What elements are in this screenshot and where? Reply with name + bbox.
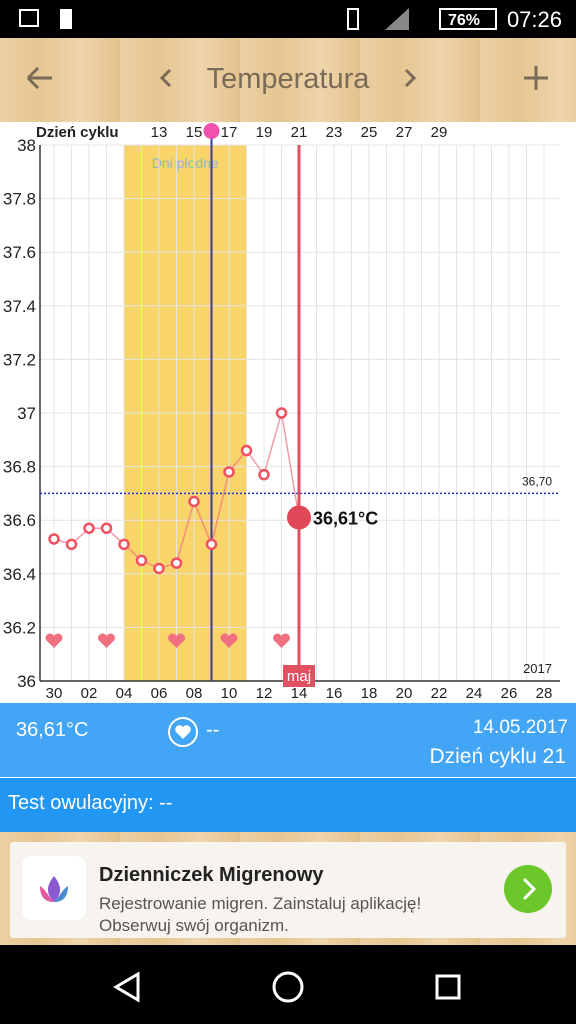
x-tick-label: 12 — [256, 685, 273, 702]
y-tick-label: 37.4 — [3, 297, 36, 316]
cycle-label: 13 — [151, 124, 168, 141]
cycle-label: 29 — [431, 124, 448, 141]
x-tick-label: 08 — [186, 685, 203, 702]
clock: 07:26 — [507, 7, 562, 32]
nav-buttons — [113, 971, 461, 1003]
year-label: 2017 — [523, 661, 552, 676]
info-date: 14.05.2017 — [472, 717, 568, 738]
nav-back[interactable] — [113, 971, 140, 1003]
current-value-label: 36,61°C — [313, 509, 378, 529]
nav-bar — [0, 945, 576, 1024]
x-tick-label: 10 — [221, 685, 238, 702]
x-tick-label: 06 — [151, 685, 168, 702]
heart — [168, 633, 185, 648]
y-tick-label: 37.8 — [3, 190, 36, 209]
ad-line2: Obserwuj swój organizm. — [99, 916, 289, 935]
ad-icon — [22, 856, 86, 920]
cycle-label: 25 — [361, 124, 378, 141]
temperature-point — [205, 538, 218, 551]
temperature-point — [275, 407, 288, 419]
cycle-label: 23 — [326, 124, 343, 141]
y-tick-label: 37.2 — [3, 350, 36, 369]
test-panel: Test owulacyjny: -- — [0, 778, 576, 832]
info-panel: 36,61°C -- 14.05.2017 Dzień cyklu 21 — [0, 703, 576, 777]
back-button[interactable] — [26, 66, 52, 90]
temperature-point — [83, 522, 95, 534]
x-tick-label: 14 — [291, 685, 308, 702]
ad-card[interactable]: Dzienniczek Migrenowy Rejestrowanie migr… — [10, 842, 566, 938]
next-button[interactable] — [404, 68, 417, 88]
x-tick-label: 02 — [81, 685, 98, 702]
status-bar: 76% 07:26 — [0, 0, 576, 38]
temperature-point — [153, 562, 165, 575]
prev-button[interactable] — [159, 68, 172, 88]
x-tick-label: 04 — [116, 685, 133, 702]
ovulation-dot — [203, 123, 220, 139]
y-tick-label: 38 — [17, 136, 36, 155]
ad-install-button[interactable] — [504, 865, 552, 913]
month-label: maj — [287, 668, 311, 685]
x-tick-label: 18 — [361, 685, 378, 702]
y-tick-label: 36.8 — [3, 458, 36, 477]
nav-recent[interactable] — [435, 974, 461, 1000]
info-cycle-day: Dzień cyklu 21 — [429, 745, 566, 768]
info-intercourse: -- — [206, 719, 220, 741]
cycle-label: 17 — [221, 124, 238, 141]
y-tick-label: 36.6 — [3, 511, 36, 530]
info-temperature: 36,61°C — [16, 719, 89, 741]
x-tick-label: 16 — [326, 685, 343, 702]
y-tick-label: 36.4 — [3, 565, 36, 584]
add-button[interactable] — [524, 66, 548, 90]
cycle-label: 27 — [396, 124, 413, 141]
heart — [273, 633, 290, 648]
temperature-point — [188, 495, 200, 508]
y-tick-label: 37 — [17, 404, 36, 423]
y-tick-label: 37.6 — [3, 243, 36, 262]
temperature-point — [48, 533, 60, 545]
cycle-label: 21 — [291, 124, 308, 141]
toolbar-icons: Temperatura — [26, 63, 548, 95]
ad-area: Dzienniczek Migrenowy Rejestrowanie migr… — [0, 832, 576, 945]
month-tag — [283, 665, 315, 687]
fertile-label: Dni płodne — [152, 155, 219, 171]
battery-level: 76% — [448, 12, 480, 29]
x-tick-label: 22 — [431, 685, 448, 702]
cycle-label: 19 — [256, 124, 273, 141]
test-text: Test owulacyjny: -- — [8, 792, 173, 814]
x-tick-label: 20 — [396, 685, 413, 702]
heart — [220, 633, 238, 648]
y-tick-label: 36.2 — [3, 618, 36, 637]
temperature-point — [100, 522, 113, 534]
toolbar-title: Temperatura — [207, 63, 371, 95]
ad-title: Dzienniczek Migrenowy — [99, 864, 324, 886]
x-tick-label: 24 — [466, 685, 483, 702]
ad-line1: Rejestrowanie migren. Zainstaluj aplikac… — [99, 894, 422, 913]
cycle-title: Dzień cyklu — [36, 124, 119, 141]
cycle-label: 15 — [186, 124, 203, 141]
y-tick-label: 36 — [17, 672, 36, 691]
temperature-point — [240, 444, 253, 457]
heart-icon[interactable] — [166, 715, 200, 749]
x-tick-label: 28 — [536, 685, 553, 702]
heart — [45, 633, 63, 648]
toolbar: Temperatura — [0, 38, 576, 122]
status-icons: 76% 07:26 — [19, 7, 562, 32]
temperature-point — [258, 468, 270, 481]
temperature-point — [170, 557, 183, 569]
temperature-point — [223, 466, 235, 478]
temperature-point — [118, 538, 130, 551]
temperature-point — [65, 538, 78, 551]
chart: Dni płodne 30 02 04 06 13 08 15 10 17 12 19 14 21 16 23… — [3, 123, 560, 702]
x-tick-label: 26 — [501, 685, 518, 702]
temperature-point — [135, 554, 148, 567]
heart — [98, 633, 115, 648]
x-tick-label: 30 — [46, 685, 63, 702]
nav-home[interactable] — [272, 971, 304, 1003]
current-point — [287, 505, 311, 530]
reference-label: 36,70 — [522, 474, 552, 488]
